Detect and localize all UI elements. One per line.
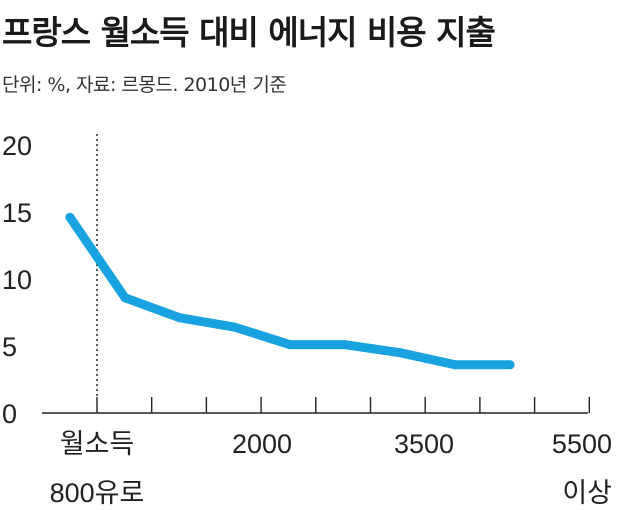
y-tick-label: 10 (2, 265, 32, 295)
x-tick-label: 3500 (394, 429, 454, 459)
chart-subtitle: 단위: %, 자료: 르몽드. 2010년 기준 (2, 74, 287, 96)
data-point (65, 212, 75, 222)
x-tick-label: 2000 (232, 429, 292, 459)
x-tick-label: 월소득 (60, 429, 135, 459)
x-tick-label-line2: 800유로 (50, 478, 145, 508)
y-tick-label: 20 (2, 131, 32, 161)
data-point (175, 313, 185, 323)
data-point (505, 360, 515, 370)
y-tick-label: 0 (2, 399, 17, 429)
data-point (450, 360, 460, 370)
y-tick-label: 15 (2, 198, 32, 228)
chart-title: 프랑스 월소득 대비 에너지 비용 지출 (2, 13, 496, 52)
data-point (285, 340, 295, 350)
data-point (395, 348, 405, 358)
x-tick-label-line2: 이상 (562, 478, 612, 508)
data-point (340, 340, 350, 350)
data-point (120, 293, 130, 303)
y-tick-label: 5 (2, 332, 17, 362)
x-tick-label: 5500 (552, 429, 612, 459)
data-point (230, 322, 240, 332)
